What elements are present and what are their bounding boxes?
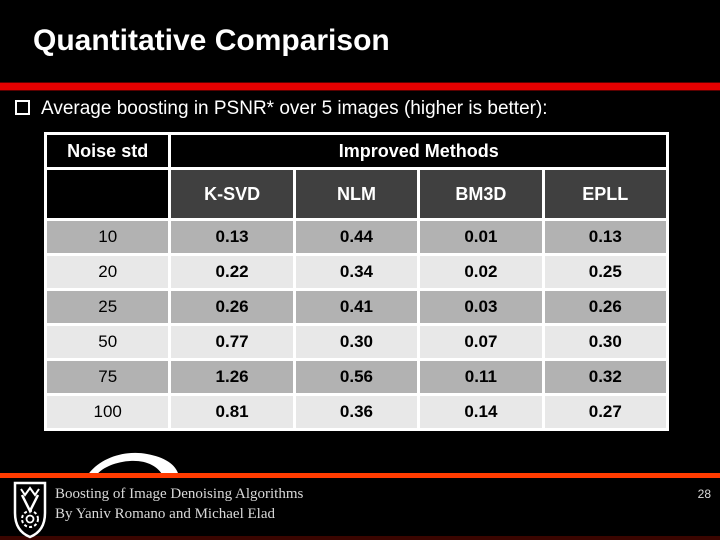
method-header-ksvd: K-SVD xyxy=(168,167,296,221)
value-cell: 0.07 xyxy=(417,323,545,361)
value-cell: 0.30 xyxy=(292,323,421,361)
group-header-cell: Improved Methods xyxy=(168,132,669,170)
footer-divider-bar xyxy=(0,473,720,478)
value-cell: 1.26 xyxy=(168,358,296,396)
table-row: 10 0.13 0.44 0.01 0.13 xyxy=(43,218,670,256)
noise-std-cell: 50 xyxy=(43,323,172,361)
noise-std-cell: 25 xyxy=(43,288,172,326)
method-header-bm3d: BM3D xyxy=(417,167,545,221)
noise-std-cell: 20 xyxy=(43,253,172,291)
comparison-table: Noise std Improved Methods K-SVD NLM BM3… xyxy=(43,132,670,431)
value-cell: 0.01 xyxy=(417,218,545,256)
noise-std-cell: 100 xyxy=(43,393,172,431)
table-row: 20 0.22 0.34 0.02 0.25 xyxy=(43,253,670,291)
bullet-line: Average boosting in PSNR* over 5 images … xyxy=(15,98,705,120)
method-header-epll: EPLL xyxy=(541,167,670,221)
value-cell: 0.36 xyxy=(292,393,421,431)
noise-std-cell: 10 xyxy=(43,218,172,256)
value-cell: 0.44 xyxy=(292,218,421,256)
value-cell: 0.77 xyxy=(168,323,296,361)
value-cell: 0.34 xyxy=(292,253,421,291)
table-row: 100 0.81 0.36 0.14 0.27 xyxy=(43,393,670,431)
square-bullet-icon xyxy=(15,100,30,115)
bottom-edge-glow xyxy=(0,536,720,540)
empty-header-cell xyxy=(43,167,172,221)
value-cell: 0.03 xyxy=(417,288,545,326)
value-cell: 0.11 xyxy=(417,358,545,396)
table-row: 25 0.26 0.41 0.03 0.26 xyxy=(43,288,670,326)
value-cell: 0.22 xyxy=(168,253,296,291)
method-header-nlm: NLM xyxy=(292,167,421,221)
value-cell: 0.26 xyxy=(541,288,670,326)
value-cell: 0.81 xyxy=(168,393,296,431)
value-cell: 0.25 xyxy=(541,253,670,291)
footer-line2: By Yaniv Romano and Michael Elad xyxy=(55,506,275,522)
technion-logo xyxy=(13,481,47,539)
corner-header-cell: Noise std xyxy=(43,132,172,170)
table-header-row: Noise std Improved Methods xyxy=(43,132,669,170)
value-cell: 0.32 xyxy=(541,358,670,396)
value-cell: 0.27 xyxy=(541,393,670,431)
value-cell: 0.13 xyxy=(541,218,670,256)
page-number: 28 xyxy=(697,487,711,501)
value-cell: 0.30 xyxy=(541,323,670,361)
bullet-text: Average boosting in PSNR* over 5 images … xyxy=(41,98,548,119)
value-cell: 0.02 xyxy=(417,253,545,291)
table-row: 75 1.26 0.56 0.11 0.32 xyxy=(43,358,670,396)
table-method-header-row: K-SVD NLM BM3D EPLL xyxy=(43,167,670,221)
slide-title: Quantitative Comparison xyxy=(33,24,390,57)
footer-line1: Boosting of Image Denoising Algorithms xyxy=(55,486,304,502)
value-cell: 0.13 xyxy=(168,218,296,256)
noise-std-cell: 75 xyxy=(43,358,172,396)
title-divider-bar xyxy=(0,83,720,90)
value-cell: 0.14 xyxy=(417,393,545,431)
value-cell: 0.26 xyxy=(168,288,296,326)
value-cell: 0.56 xyxy=(292,358,421,396)
value-cell: 0.41 xyxy=(292,288,421,326)
swoosh-arc-graphic xyxy=(87,452,179,476)
table-row: 50 0.77 0.30 0.07 0.30 xyxy=(43,323,670,361)
footer-caption: Boosting of Image Denoising Algorithms B… xyxy=(55,484,303,524)
